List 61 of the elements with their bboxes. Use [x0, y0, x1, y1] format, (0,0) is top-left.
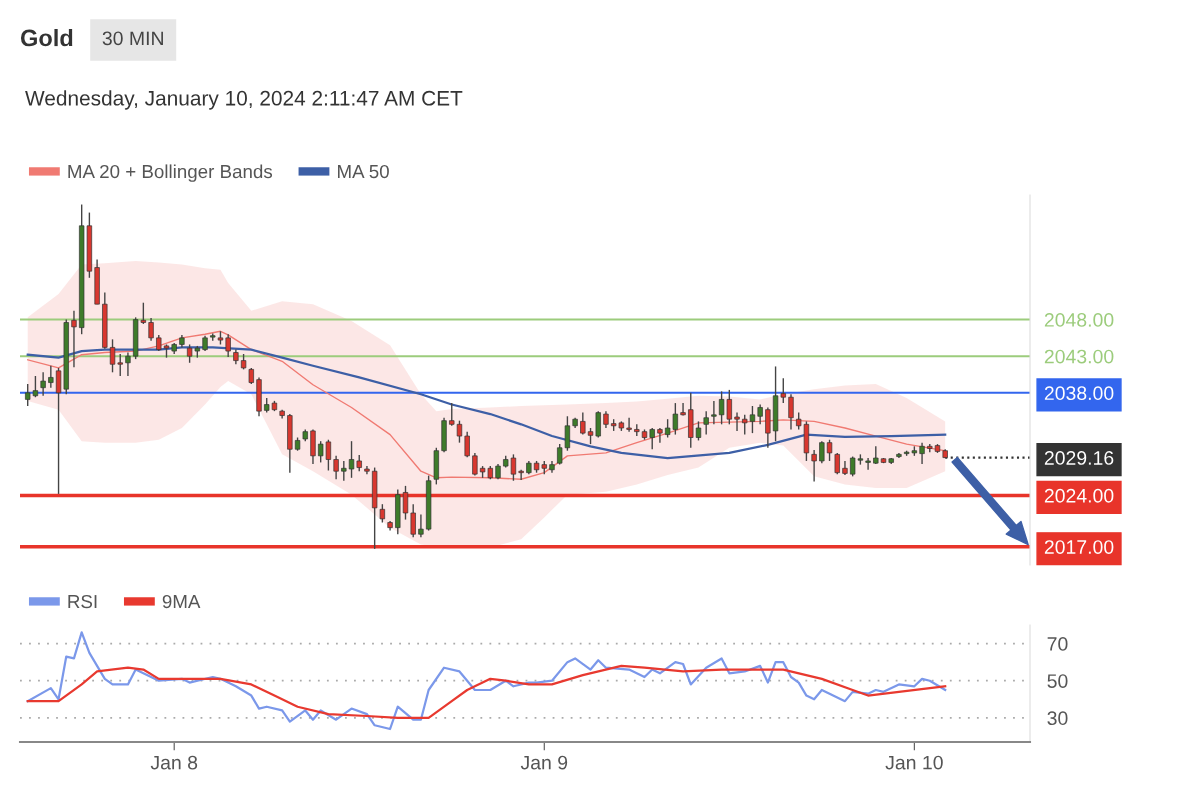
y-tick-label: 2029.16: [1044, 451, 1114, 465]
line-series: [26, 346, 947, 460]
text: Wednesday, January 10, 2024 2:11:47 AM CET: [25, 90, 463, 110]
candlestick: [348, 440, 355, 479]
candlestick: [788, 393, 794, 431]
candlestick: [626, 417, 632, 433]
candlestick: [695, 420, 702, 442]
candlestick: [379, 503, 386, 524]
candlestick: [71, 310, 77, 368]
candlestick: [341, 460, 347, 482]
candlestick: [811, 449, 817, 483]
candlestick: [472, 452, 478, 477]
candlestick: [580, 411, 586, 436]
candlestick: [765, 406, 771, 449]
legend-label: MA 50: [338, 164, 389, 179]
candlestick: [680, 402, 686, 417]
x-tick-label: Jan 9: [520, 755, 568, 770]
y-tick-label: 30: [1047, 711, 1068, 726]
candlestick: [834, 452, 840, 475]
x-tick-label: Jan 10: [885, 755, 943, 770]
candlestick: [711, 400, 717, 426]
legend-label: RSI: [68, 594, 97, 609]
candlestick: [125, 351, 131, 377]
candlestick: [333, 455, 339, 480]
candlestick: [456, 419, 463, 444]
chart-title: Gold: [20, 29, 73, 47]
y-tick-label: 2017.00: [1044, 540, 1114, 554]
candlestick: [48, 365, 54, 389]
y-tick-label: 50: [1047, 674, 1068, 688]
candlestick: [117, 353, 123, 377]
candlestick: [40, 371, 46, 397]
legend-label: 9MA: [162, 594, 201, 609]
y-tick-label: 70: [1047, 637, 1068, 651]
candlestick: [109, 338, 116, 374]
y-tick-label: 2043.00: [1044, 349, 1114, 364]
candlestick: [734, 411, 740, 432]
candlestick: [865, 457, 871, 471]
line-series: [26, 664, 947, 719]
x-tick-label: Jan 8: [150, 755, 198, 770]
line-series: [26, 631, 947, 731]
candlestick: [819, 440, 825, 464]
candlestick: [148, 317, 154, 342]
candlestick: [464, 430, 470, 458]
candlestick: [919, 441, 925, 465]
candlestick: [657, 427, 663, 444]
chart-subtitle: 30 MIN: [102, 31, 163, 46]
candlestick: [595, 410, 601, 439]
y-tick-label: 2024.00: [1044, 488, 1114, 503]
candlestick: [518, 469, 524, 481]
candlestick: [418, 513, 424, 538]
candlestick: [402, 485, 409, 521]
y-tick-label: 2038.00: [1044, 386, 1114, 401]
candlestick: [757, 403, 763, 426]
candlestick: [410, 503, 416, 538]
candlestick: [826, 439, 833, 462]
candlestick: [449, 402, 455, 427]
y-tick-label: 2048.00: [1044, 313, 1114, 327]
candlestick: [225, 333, 231, 358]
candlestick: [649, 427, 655, 450]
legend-label: MA 20 + Bollinger Bands: [68, 164, 273, 182]
candlestick: [703, 410, 709, 436]
